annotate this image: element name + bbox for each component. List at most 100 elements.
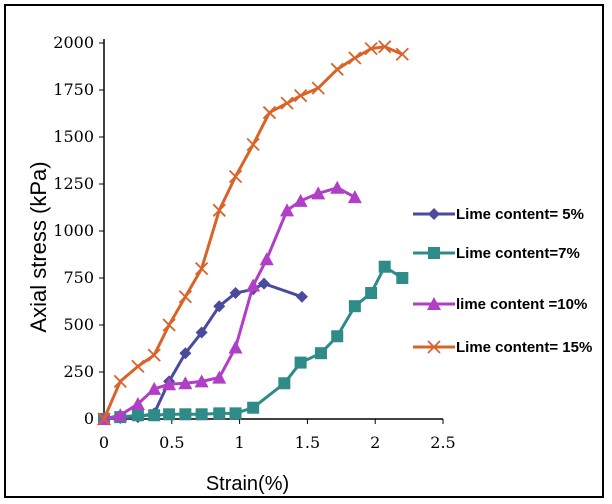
series-line — [103, 186, 356, 421]
legend-marker — [427, 297, 441, 310]
data-point — [259, 252, 274, 266]
data-point — [378, 260, 391, 273]
data-point — [147, 381, 162, 395]
data-point — [131, 409, 144, 422]
data-point — [148, 409, 161, 422]
data-point — [113, 374, 127, 389]
x-marker-stroke — [427, 340, 441, 354]
x-marker-stroke — [293, 89, 308, 103]
y-tick-label: 1500 — [53, 127, 94, 146]
data-point — [347, 190, 362, 204]
legend-label: lime content =10% — [456, 296, 587, 313]
series-line — [102, 45, 403, 420]
x-marker-stroke — [364, 42, 378, 56]
data-point — [194, 374, 209, 388]
x-marker-stroke — [228, 169, 243, 184]
x-tick-label: 2.5 — [430, 433, 455, 452]
data-point — [212, 203, 226, 217]
data-point — [280, 203, 295, 217]
y-tick-label: 1000 — [53, 221, 94, 240]
x-marker-stroke — [246, 137, 260, 152]
data-point — [262, 105, 277, 120]
data-point — [314, 347, 327, 360]
x-marker-stroke — [194, 261, 209, 276]
x-marker-stroke — [395, 47, 409, 61]
axes: 0 250 500 750 1000 1250 1500 1750 2000 0 0.5 1 1.5 2 2… — [53, 33, 455, 452]
x-marker-stroke — [178, 290, 192, 304]
data-point — [229, 407, 242, 420]
data-point — [178, 290, 192, 304]
x-marker-stroke — [348, 51, 362, 65]
x-marker-stroke — [212, 203, 226, 217]
x-marker-stroke — [147, 348, 161, 362]
data-point — [246, 278, 261, 292]
legend-label: Lime content= 15% — [456, 339, 592, 356]
legend-marker — [428, 247, 440, 259]
data-point — [213, 407, 226, 420]
data-point — [229, 287, 242, 300]
x-marker-stroke — [330, 62, 344, 76]
data-point — [293, 89, 308, 103]
x-marker-stroke — [311, 81, 325, 95]
legend-marker — [428, 208, 440, 220]
y-tick-label: 0 — [84, 409, 94, 428]
legend-item-2: Lime content=7% — [413, 245, 580, 262]
data-point — [163, 408, 176, 421]
data-point — [131, 359, 145, 373]
data-point — [246, 137, 260, 152]
y-tick-label: 500 — [63, 315, 94, 334]
y-tick-label: 2000 — [53, 33, 94, 52]
data-point — [258, 277, 271, 290]
data-point — [162, 318, 176, 332]
x-tick-label: 0.5 — [159, 433, 184, 452]
y-tick-label: 750 — [63, 268, 94, 287]
series-2 — [98, 260, 409, 425]
x-tick-label: 1 — [235, 433, 245, 452]
x-marker-stroke — [131, 359, 145, 373]
data-point — [311, 81, 325, 95]
x-marker-stroke — [162, 318, 176, 332]
data-point — [228, 340, 243, 354]
legend-item-4: Lime content= 15% — [413, 339, 592, 356]
x-tick-label: 1.5 — [295, 433, 320, 452]
series-1 — [98, 277, 308, 425]
data-point — [365, 287, 378, 300]
data-point — [179, 347, 192, 360]
data-point — [97, 412, 111, 426]
legend-label: Lime content= 5% — [456, 206, 584, 223]
data-point — [330, 180, 345, 194]
legend-label: Lime content=7% — [456, 245, 580, 262]
series-layer — [97, 40, 409, 426]
data-point — [194, 261, 209, 276]
data-point — [162, 377, 177, 391]
data-point — [295, 290, 308, 303]
y-axis-label: Axial stress (kPa) — [26, 161, 51, 332]
data-point — [348, 51, 362, 65]
data-point — [147, 348, 161, 362]
data-point — [247, 401, 260, 414]
data-point — [213, 300, 226, 313]
series-4 — [97, 40, 409, 426]
data-point — [293, 193, 308, 207]
data-point — [330, 62, 344, 76]
chart-canvas: 0 250 500 750 1000 1250 1500 1750 2000 0 0.5 1 1.5 2 2… — [26, 33, 592, 495]
x-marker-stroke — [113, 374, 127, 389]
legend-item-1: Lime content= 5% — [413, 206, 584, 223]
data-point — [179, 408, 192, 421]
legend-item-3: lime content =10% — [413, 296, 587, 313]
x-marker-stroke — [378, 40, 392, 54]
data-point — [195, 408, 208, 421]
x-axis-label: Strain(%) — [206, 473, 289, 495]
data-point — [348, 300, 361, 313]
data-point — [364, 42, 378, 56]
data-point — [113, 408, 128, 422]
data-point — [228, 169, 243, 184]
data-point — [378, 40, 392, 54]
data-point — [280, 96, 294, 110]
series-3 — [97, 180, 362, 425]
x-tick-label: 0 — [99, 433, 109, 452]
x-tick-label: 2 — [370, 433, 380, 452]
data-point — [396, 272, 409, 284]
data-point — [294, 356, 307, 369]
data-point — [195, 326, 208, 339]
